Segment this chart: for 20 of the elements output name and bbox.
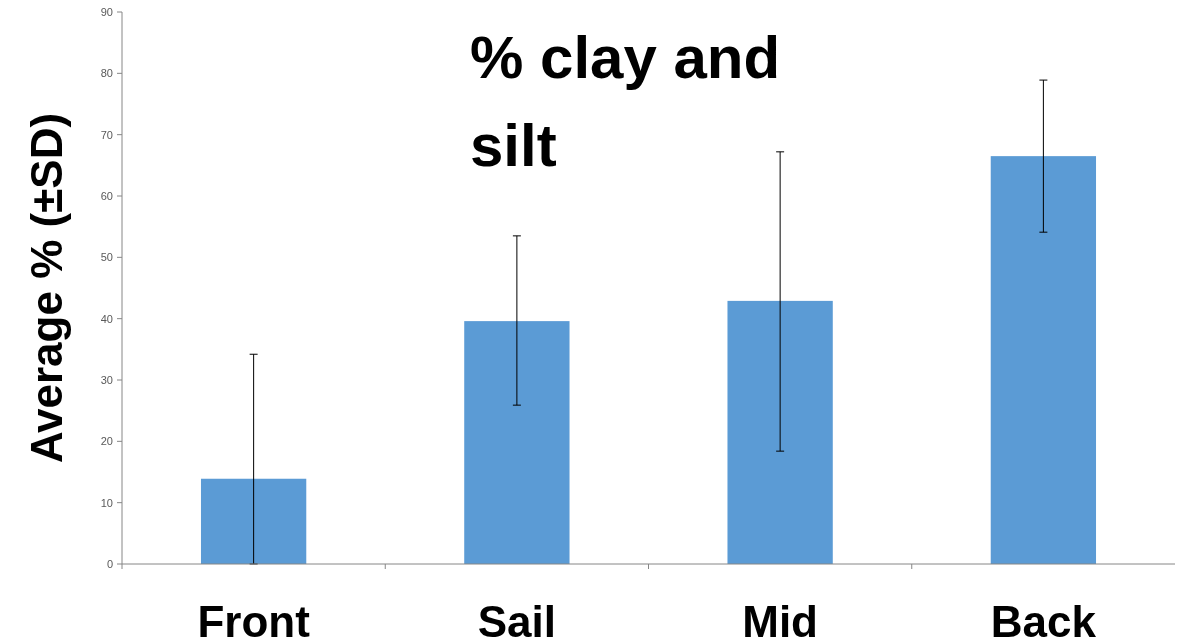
y-tick-label: 0 — [106, 557, 113, 570]
y-tick-label: 90 — [100, 5, 113, 18]
y-tick-label: 80 — [100, 67, 113, 80]
y-tick-label: 40 — [100, 312, 113, 325]
bar — [464, 321, 570, 564]
text: % clay and silt — [470, 24, 781, 179]
y-tick-label: 70 — [100, 128, 113, 141]
x-tick-label: Mid — [742, 597, 819, 643]
x-tick-label: Back — [990, 597, 1097, 643]
bar — [990, 156, 1097, 564]
bar — [727, 300, 833, 564]
y-tick-label: 10 — [100, 496, 113, 509]
y-tick-label: 20 — [100, 435, 113, 448]
bar — [200, 478, 307, 564]
y-tick-label: 60 — [100, 189, 113, 202]
y-axis-title: Average % (±SD) — [22, 112, 71, 464]
y-tick-label: 50 — [100, 251, 113, 264]
y-tick-label: 30 — [100, 373, 113, 386]
x-tick-label: Front — [197, 597, 311, 643]
x-tick-label: Sail — [477, 597, 557, 643]
